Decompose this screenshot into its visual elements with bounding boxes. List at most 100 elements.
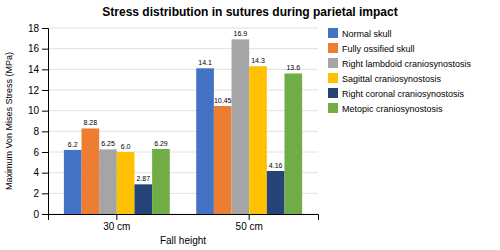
y-tick: 12 <box>28 85 48 96</box>
legend-label: Right coronal craniosynostosis <box>342 89 465 99</box>
bar <box>214 106 232 214</box>
data-label: 16.9 <box>234 30 248 37</box>
legend-swatch <box>328 88 338 98</box>
legend-label: Right lambdoid craniosynostosis <box>342 59 472 69</box>
y-tick-mark <box>42 214 48 215</box>
y-tick-mark <box>42 152 48 153</box>
data-label: 10.45 <box>214 97 232 104</box>
legend-label: Metopic craniosynostosis <box>342 104 443 114</box>
legend-item: Fully ossified skull <box>328 43 415 54</box>
legend-label: Normal skull <box>342 29 392 39</box>
y-tick-label: 6 <box>33 147 39 158</box>
legend-swatch <box>328 58 338 68</box>
y-tick: 18 <box>28 23 48 34</box>
x-tick: 30 cm <box>103 214 130 232</box>
y-tick: 2 <box>33 188 48 199</box>
y-tick-label: 4 <box>33 167 39 178</box>
y-axis-line <box>42 29 49 215</box>
legend-item: Right lambdoid craniosynostosis <box>328 58 472 69</box>
grid <box>48 28 318 214</box>
y-tick: 16 <box>28 43 48 54</box>
data-label: 14.3 <box>251 57 265 64</box>
bar-series <box>99 39 249 214</box>
y-tick-label: 2 <box>33 188 39 199</box>
grid-line <box>48 28 318 29</box>
y-tick-mark <box>42 90 48 91</box>
legend-label: Sagittal craniosynostosis <box>342 74 442 84</box>
title: Stress distribution in sutures during pa… <box>102 5 397 19</box>
y-axis-title: Maximum Von Mises Stress (MPa) <box>4 52 14 190</box>
y-tick-label: 14 <box>28 64 40 75</box>
y-tick-label: 12 <box>28 85 40 96</box>
data-label: 2.87 <box>136 175 150 182</box>
y-tick: 8 <box>33 126 48 137</box>
x-axis-title: Fall height <box>160 235 206 246</box>
y-tick-mark <box>42 69 48 70</box>
legend-swatch <box>328 28 338 38</box>
legend-item: Normal skull <box>328 28 392 39</box>
x-tick-label: 50 cm <box>236 221 263 232</box>
data-label: 6.29 <box>154 140 168 147</box>
plot: 0 2 4 6 8 10 12 14 16 18 30 cm 50 cm 6.2 14.1 8.28 10.4… <box>28 23 319 232</box>
bar-series <box>117 66 267 214</box>
bar <box>152 149 170 214</box>
grid-line <box>48 69 318 70</box>
data-label: 6.25 <box>101 140 115 147</box>
bar <box>134 184 152 214</box>
bar <box>99 149 117 214</box>
y-tick: 14 <box>28 64 48 75</box>
bars <box>64 39 302 214</box>
y-tick: 4 <box>33 167 48 178</box>
y-tick: 0 <box>33 209 48 220</box>
y-tick-label: 8 <box>33 126 39 137</box>
y-tick-mark <box>42 111 48 112</box>
bar <box>267 171 285 214</box>
grid-line <box>48 48 318 49</box>
bar <box>64 150 82 214</box>
x-tick-label: 30 cm <box>103 221 130 232</box>
bar-series <box>82 106 232 214</box>
chart-container: 0 2 4 6 8 10 12 14 16 18 30 cm 50 cm 6.2 14.1 8.28 10.4… <box>0 0 500 250</box>
y-tick-mark <box>42 49 48 50</box>
bar-series <box>64 68 214 214</box>
data-label: 4.16 <box>269 162 283 169</box>
x-axis-line <box>49 215 319 221</box>
legend-item: Right coronal craniosynostosis <box>328 88 465 99</box>
data-label: 6.0 <box>121 143 131 150</box>
data-label: 14.1 <box>198 59 212 66</box>
data-label: 13.6 <box>286 64 300 71</box>
x-tick: 50 cm <box>236 214 263 232</box>
grid-line <box>48 90 318 91</box>
chart: 0 2 4 6 8 10 12 14 16 18 30 cm 50 cm 6.2 14.1 8.28 10.4… <box>0 0 500 250</box>
legend-label: Fully ossified skull <box>342 44 415 54</box>
x-tick-mark <box>116 214 117 220</box>
data-label: 8.28 <box>84 119 98 126</box>
y-tick-label: 0 <box>33 209 39 220</box>
legend-item: Metopic craniosynostosis <box>328 103 443 114</box>
y-tick-label: 10 <box>28 105 40 116</box>
legend: Normal skull Fully ossified skull Right la… <box>328 28 472 114</box>
y-tick-mark <box>42 193 48 194</box>
y-tick-label: 18 <box>28 23 40 34</box>
bar <box>196 68 214 214</box>
y-tick: 10 <box>28 105 48 116</box>
bar <box>249 66 267 214</box>
bar <box>232 39 250 214</box>
legend-swatch <box>328 73 338 83</box>
y-tick-label: 16 <box>28 43 40 54</box>
x-axis: 30 cm 50 cm <box>49 214 319 232</box>
y-tick: 6 <box>33 147 48 158</box>
data-labels: 6.2 14.1 8.28 10.45 6.25 16.9 6.0 14.3 2.87 4.16 6… <box>68 30 300 182</box>
y-tick-mark <box>42 28 48 29</box>
legend-swatch <box>328 43 338 53</box>
bar <box>82 128 100 214</box>
legend-swatch <box>328 103 338 113</box>
bar-series <box>152 73 302 214</box>
x-tick-mark <box>249 214 250 220</box>
y-axis: 0 2 4 6 8 10 12 14 16 18 <box>28 23 49 220</box>
data-label: 6.2 <box>68 141 78 148</box>
grid-line <box>48 110 318 111</box>
bar <box>284 73 302 214</box>
y-tick-mark <box>42 173 48 174</box>
legend-item: Sagittal craniosynostosis <box>328 73 442 84</box>
